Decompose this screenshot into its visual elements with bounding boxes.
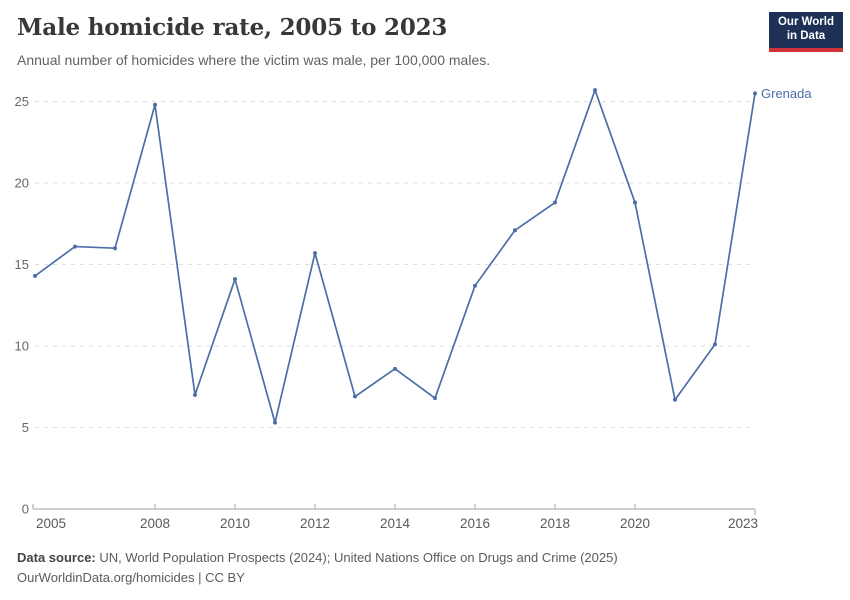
x-axis-tick-label: 2020 [620,516,650,531]
data-point[interactable] [313,251,317,256]
y-axis-tick-label: 20 [15,176,29,191]
x-axis-tick-label: 2023 [728,516,758,531]
data-point[interactable] [113,246,117,251]
data-point[interactable] [553,200,557,205]
data-point[interactable] [513,228,517,233]
y-axis-tick-label: 25 [15,94,29,109]
data-source-label: Data source: [17,550,96,565]
entity-label[interactable]: Grenada [761,86,812,101]
data-point[interactable] [273,420,277,425]
chart-footer: Data source: UN, World Population Prospe… [17,548,618,588]
x-axis-tick-label: 2018 [540,516,570,531]
data-point[interactable] [753,91,757,96]
data-point[interactable] [353,394,357,399]
data-point[interactable] [233,277,237,282]
data-source-line: Data source: UN, World Population Prospe… [17,548,618,568]
data-point[interactable] [673,397,677,402]
data-point[interactable] [193,392,197,397]
x-axis-tick-label: 2016 [460,516,490,531]
x-axis-tick-label: 2010 [220,516,250,531]
chart-title: Male homicide rate, 2005 to 2023 [17,14,448,41]
data-point[interactable] [393,366,397,371]
y-axis-tick-label: 15 [15,257,29,272]
y-axis-tick-label: 0 [22,502,29,517]
x-axis-tick-label: 2014 [380,516,411,531]
owid-logo[interactable]: Our World in Data [769,12,843,52]
owid-logo-line2: in Data [786,30,826,42]
data-point[interactable] [713,342,717,347]
data-point[interactable] [593,88,597,93]
data-point[interactable] [73,244,77,249]
y-axis-tick-label: 5 [22,420,29,435]
data-point[interactable] [633,200,637,205]
x-axis-tick-label: 2005 [36,516,66,531]
x-axis-tick-label: 2012 [300,516,330,531]
owid-url-license-link[interactable]: OurWorldinData.org/homicides | CC BY [17,570,245,585]
chart-subtitle: Annual number of homicides where the vic… [17,52,491,68]
owid-logo-line1: Our World [777,16,834,28]
x-axis-tick-label: 2008 [140,516,170,531]
data-source-text: UN, World Population Prospects (2024); U… [95,550,618,565]
data-point[interactable] [433,396,437,401]
data-point[interactable] [473,283,477,288]
data-point[interactable] [153,102,157,107]
data-point[interactable] [33,273,37,278]
y-axis-tick-label: 10 [15,339,29,354]
series-line[interactable] [34,89,756,424]
